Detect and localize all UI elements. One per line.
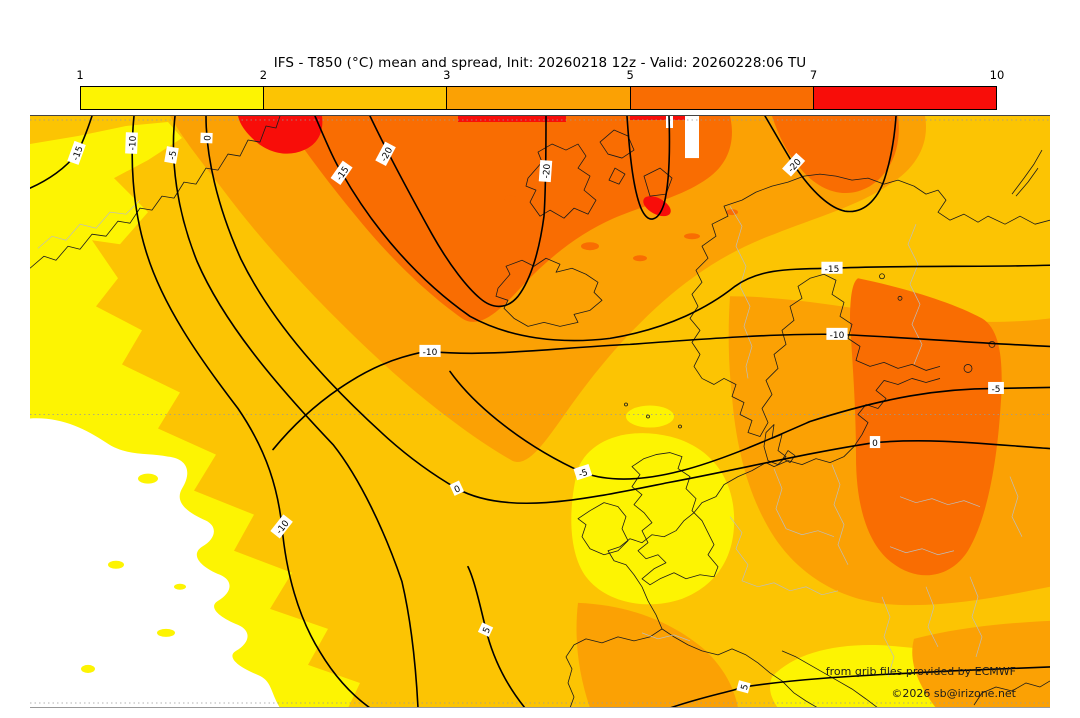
spread-orange-south bbox=[576, 602, 738, 707]
svg-text:-5: -5 bbox=[992, 385, 1001, 395]
contour-inner-lobe bbox=[626, 116, 671, 220]
yellow-speckles bbox=[81, 473, 186, 673]
contour-labels-layer: -15-10-50-15-20-20 -20-15-10-50-10-100-55… bbox=[67, 132, 1004, 694]
contour-minus20-east bbox=[764, 116, 897, 213]
svg-text:0: 0 bbox=[872, 439, 878, 449]
coast-baltic bbox=[701, 273, 941, 437]
contour-label: -10 bbox=[419, 344, 441, 358]
contour-minus5-north bbox=[449, 370, 1050, 480]
svg-text:-10: -10 bbox=[830, 331, 845, 341]
contour-label: 0 bbox=[869, 436, 881, 449]
coastlines-layer bbox=[30, 116, 1050, 707]
contour-label: 5 bbox=[477, 622, 494, 637]
contour-minus10-sweep bbox=[131, 116, 371, 707]
svg-text:-5: -5 bbox=[578, 468, 590, 480]
svg-text:-20: -20 bbox=[542, 163, 553, 179]
coast-mediterranean bbox=[661, 628, 818, 707]
credits-source: from grib files provided by ECMWF bbox=[825, 665, 1016, 678]
coast-novayazemlya bbox=[1011, 149, 1043, 197]
svg-text:-15: -15 bbox=[71, 145, 85, 162]
map-canvas: -15-10-50-15-20-20 -20-15-10-50-10-100-55… bbox=[30, 116, 1050, 707]
svg-text:5: 5 bbox=[740, 683, 751, 691]
coast-denmark bbox=[763, 424, 796, 465]
contour-label: -10 bbox=[826, 327, 848, 341]
colorbar-segment-7-10 bbox=[813, 87, 997, 109]
colorbar-tick: 10 bbox=[989, 68, 1005, 82]
map-area: -15 -10 -5 0 -15 -20 -20 -20 -15 -10 -5 0 -10 -10 0 -5 5… bbox=[30, 115, 1050, 708]
coast-norway-west bbox=[689, 173, 1050, 379]
graticule-layer bbox=[30, 119, 1050, 704]
contour-minus15-ring bbox=[314, 116, 1050, 342]
colorbar-tick-labels: 1 2 3 5 7 10 bbox=[76, 68, 1004, 83]
contour-minus20-west bbox=[369, 116, 547, 308]
contour-label: 5 bbox=[736, 680, 751, 694]
spread-red-topleft bbox=[238, 116, 323, 154]
svg-text:-15: -15 bbox=[825, 265, 840, 275]
svg-text:0: 0 bbox=[453, 484, 463, 496]
contour-label: 0 bbox=[200, 132, 214, 144]
credits-copyright: ©2026 sb@irizone.net bbox=[891, 687, 1016, 700]
coast-blacksea bbox=[973, 680, 1050, 706]
colorbar-tick: 1 bbox=[76, 68, 84, 82]
coast-ireland bbox=[577, 502, 629, 556]
colorbar-segment-1-2 bbox=[81, 87, 265, 109]
coast-svalbard bbox=[525, 129, 673, 219]
contour-plus5-south bbox=[670, 666, 1050, 707]
contour-label: -20 bbox=[538, 160, 553, 183]
contour-label: 0 bbox=[449, 480, 465, 496]
svg-text:5: 5 bbox=[482, 626, 493, 635]
spread-darkorange-topcenter bbox=[282, 116, 732, 322]
contour-label: -5 bbox=[573, 463, 593, 481]
coast-greenland bbox=[30, 116, 281, 269]
spread-white-southwest bbox=[30, 418, 280, 707]
svg-text:0: 0 bbox=[203, 135, 213, 141]
colorbar-segment-5-7 bbox=[630, 87, 814, 109]
colorbar-tick: 3 bbox=[443, 68, 451, 82]
contour-minus10-east bbox=[272, 333, 1050, 451]
contour-label: -10 bbox=[125, 132, 139, 154]
spread-orange-secorner bbox=[912, 620, 1050, 707]
spread-yellow-uk bbox=[571, 433, 735, 605]
coast-iceland bbox=[495, 257, 603, 327]
colorbar-tick: 2 bbox=[259, 68, 268, 82]
colorbar-tick: 5 bbox=[626, 68, 634, 82]
contours-layer bbox=[30, 116, 1050, 707]
chart-title: IFS - T850 (°C) mean and spread, Init: 2… bbox=[273, 55, 807, 71]
colorbar-segment-3-5 bbox=[447, 87, 631, 109]
contour-label: -5 bbox=[988, 381, 1004, 395]
colorbar-segment-2-3 bbox=[264, 87, 448, 109]
coast-britain bbox=[631, 452, 719, 586]
spread-colorbar bbox=[80, 86, 997, 110]
spread-red-dot bbox=[643, 196, 671, 217]
coast-westeurope bbox=[565, 462, 767, 707]
svg-text:-10: -10 bbox=[423, 348, 438, 358]
colorbar-tick: 7 bbox=[809, 68, 818, 82]
contour-label: -15 bbox=[67, 140, 86, 165]
svg-text:-5: -5 bbox=[168, 150, 179, 161]
svg-text:-10: -10 bbox=[128, 135, 139, 150]
contour-label: -5 bbox=[164, 146, 179, 164]
spread-fill-layer bbox=[30, 116, 1050, 707]
spread-darkorange-topright bbox=[772, 116, 899, 194]
contour-minus5-sweep bbox=[172, 116, 419, 707]
contour-label: -15 bbox=[821, 261, 843, 275]
borders-layer bbox=[37, 199, 1023, 678]
coast-baltic-south bbox=[765, 378, 941, 467]
